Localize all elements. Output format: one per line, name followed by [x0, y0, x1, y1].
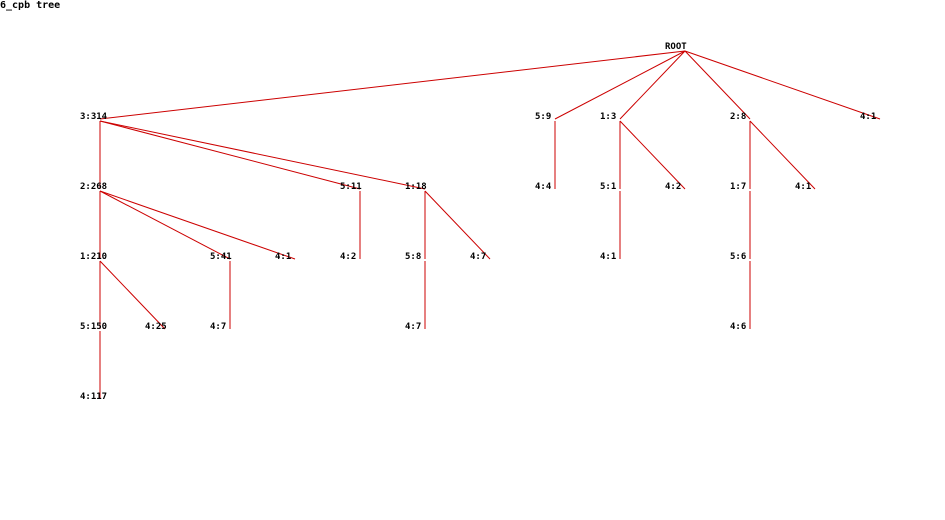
tree-node-label: 3:314 — [80, 112, 108, 122]
tree-node-label: 4:6 — [730, 322, 746, 332]
tree-node-label: 4:1 — [275, 252, 291, 262]
tree-node-label: 1:7 — [730, 182, 746, 192]
tree-edge — [684, 50, 751, 120]
tree-node-label: 1:3 — [600, 112, 616, 122]
tree-node-label: 5:150 — [80, 322, 107, 332]
tree-node-label: 2:268 — [80, 182, 107, 192]
tree-edge — [99, 120, 426, 190]
tree-node-label: 4:4 — [535, 182, 552, 192]
tree-edge — [99, 120, 361, 190]
tree-edge — [424, 190, 491, 260]
tree-node-label: 4:1 — [600, 252, 616, 262]
tree-node-label: 4:1 — [795, 182, 811, 192]
tree-node-label: 4:7 — [470, 252, 486, 262]
tree-node-label: 4:2 — [665, 182, 681, 192]
tree-edge — [619, 50, 686, 120]
tree-edge — [619, 120, 686, 190]
tree-node-label: 4:1 — [860, 112, 876, 122]
tree-node-label: 5:1 — [600, 182, 616, 192]
tree-node-label: 5:11 — [340, 182, 362, 192]
tree-edge — [99, 50, 686, 120]
diagram-title: 6_cpb tree — [0, 0, 61, 11]
tree-edge — [749, 120, 816, 190]
tree-node-label: 4:7 — [405, 322, 421, 332]
tree-node-label: 5:9 — [535, 112, 551, 122]
tree-node-label: 5:6 — [730, 252, 746, 262]
tree-node-label: ROOT — [665, 42, 687, 52]
tree-node-label: 4:2 — [340, 252, 356, 262]
tree-node-label: 4:117 — [80, 392, 107, 402]
tree-edge — [99, 190, 231, 260]
tree-node-label: 5:8 — [405, 252, 421, 262]
tree-edge — [684, 50, 881, 120]
tree-node-label: 2:8 — [730, 112, 746, 122]
tree-node-label: 4:25 — [145, 322, 167, 332]
tree-edge — [99, 190, 296, 260]
tree-edge — [99, 260, 166, 330]
tree-node-label: 1:18 — [405, 182, 427, 192]
tree-node-label: 5:41 — [210, 252, 232, 262]
tree-edge — [554, 50, 686, 120]
tree-node-label: 4:7 — [210, 322, 226, 332]
tree-node-label: 1:210 — [80, 252, 107, 262]
